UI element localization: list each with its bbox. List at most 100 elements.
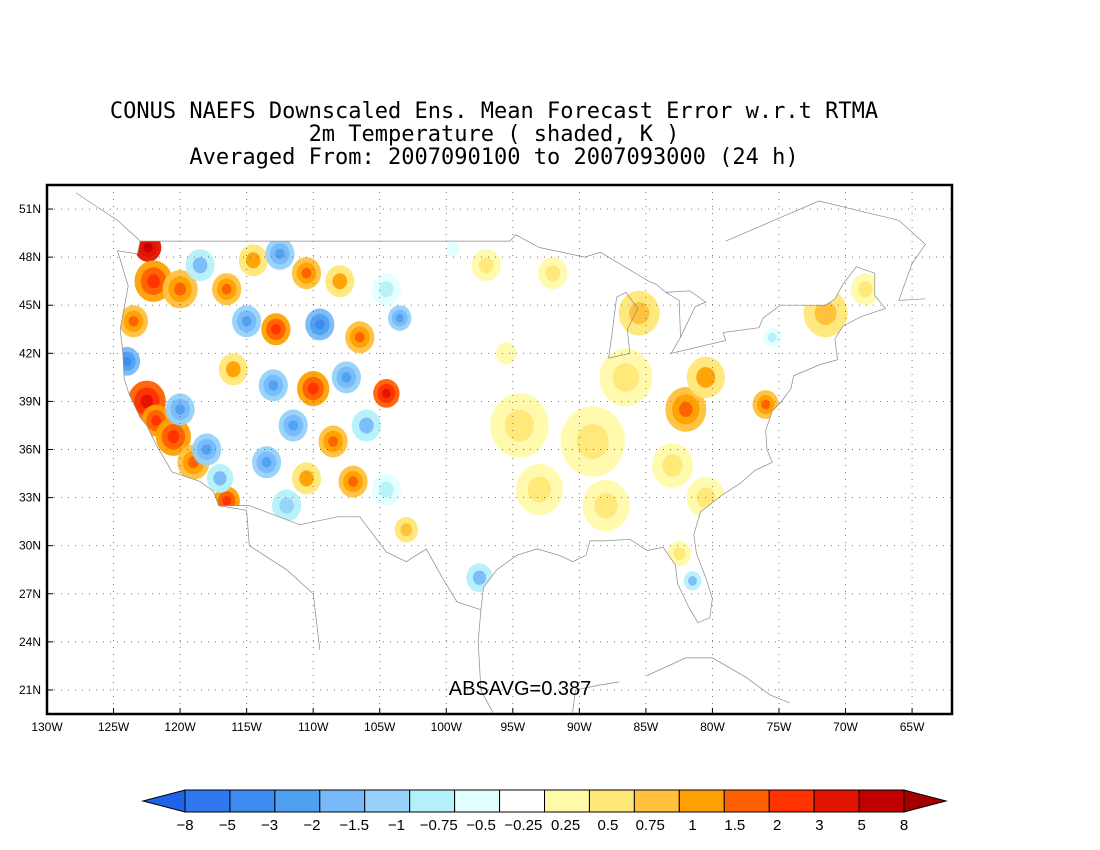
lat-tick-label: 24N — [19, 635, 41, 649]
boundary-line — [218, 505, 321, 650]
colorbar-swatch — [723, 789, 770, 813]
field-blob — [496, 342, 517, 365]
field-blob — [662, 454, 683, 477]
colorbar-swatch — [319, 789, 366, 813]
map-frame — [45, 183, 954, 716]
colorbar-swatch — [678, 789, 725, 813]
field-blob — [395, 313, 404, 323]
field-blob — [271, 324, 281, 335]
lon-tick-label: 130W — [31, 720, 63, 734]
colorbar-label: −5 — [219, 817, 236, 834]
field-blob — [213, 471, 227, 486]
colorbar-swatch — [544, 789, 590, 813]
lat-tick-label: 48N — [19, 250, 41, 264]
colorbar-swatch — [184, 789, 231, 813]
colorbar-swatch — [274, 789, 321, 813]
field-blob — [341, 372, 352, 383]
field-blob — [151, 415, 162, 426]
colorbar-label: 8 — [900, 817, 908, 834]
colorbar: −8 −5 −3 −2 −1.5 −1 −0.75 −0.5 −0.25 0.25 0.5 0.75 1… — [141, 789, 948, 834]
field-blob — [379, 481, 394, 498]
field-blob — [122, 356, 132, 367]
field-blob — [545, 265, 560, 282]
boundary-line — [572, 681, 620, 713]
lon-tick-label: 115W — [231, 720, 262, 734]
field-blob — [299, 470, 314, 487]
lon-tick-label: 65W — [900, 720, 925, 734]
field-blob — [673, 547, 686, 561]
lon-tick-label: 80W — [700, 720, 725, 734]
colorbar-swatch — [588, 789, 635, 813]
field-blob — [814, 301, 837, 326]
field-blob — [348, 476, 358, 487]
lat-tick-label: 36N — [19, 443, 41, 457]
absavg-annotation: ABSAVG=0.387 — [449, 678, 592, 700]
field-blob — [858, 281, 873, 298]
colorbar-swatch — [409, 789, 456, 813]
colorbar-swatch — [499, 789, 545, 813]
field-blob — [147, 274, 160, 289]
lon-tick-label: 100W — [431, 720, 463, 734]
boundary-line — [477, 609, 494, 713]
field-blob — [167, 430, 180, 444]
temperature-error-field — [117, 234, 881, 593]
lat-tick-label: 33N — [19, 491, 41, 505]
field-blob — [576, 423, 609, 460]
field-blob — [221, 283, 232, 295]
field-blob — [128, 316, 139, 327]
lon-tick-label: 90W — [567, 720, 592, 734]
field-blob — [192, 257, 208, 274]
field-blob — [201, 444, 212, 455]
colorbar-label: −2 — [303, 817, 320, 834]
lon-tick-label: 105W — [364, 720, 396, 734]
lon-tick-label: 75W — [767, 720, 792, 734]
field-blob — [226, 361, 241, 378]
field-blob — [275, 248, 285, 260]
lat-tick-label: 21N — [19, 683, 41, 697]
colorbar-swatch — [364, 789, 411, 813]
colorbar-label: −3 — [261, 817, 278, 834]
field-blob — [629, 302, 650, 325]
lat-tick-label: 30N — [19, 539, 41, 553]
field-blob — [478, 257, 494, 274]
field-blob — [504, 409, 535, 442]
field-blob — [332, 273, 348, 290]
lon-tick-label: 70W — [833, 720, 858, 734]
field-blob — [472, 570, 487, 585]
field-blob — [688, 576, 697, 586]
field-blob — [679, 401, 693, 417]
colorbar-left-arrow — [141, 789, 186, 813]
lon-tick-label: 125W — [98, 720, 130, 734]
field-blob — [143, 242, 153, 253]
coastlines — [76, 192, 926, 713]
lon-tick-label: 110W — [298, 720, 329, 734]
field-blob — [382, 388, 391, 399]
colorbar-label: 1 — [688, 817, 696, 834]
conus-coastline — [117, 234, 887, 624]
field-blob — [288, 420, 299, 431]
colorbar-label: 0.25 — [551, 817, 580, 834]
field-blob — [594, 492, 618, 519]
colorbar-swatch — [858, 789, 905, 813]
field-blob — [222, 496, 232, 506]
lon-tick-label: 95W — [500, 720, 525, 734]
colorbar-label: −0.75 — [420, 817, 458, 834]
field-blob — [400, 523, 413, 537]
colorbar-swatch — [633, 789, 680, 813]
colorbar-label: 0.75 — [636, 817, 665, 834]
boundary-line — [665, 290, 707, 338]
title-line-2: 2m Temperature ( shaded, K ) — [308, 122, 680, 147]
latitude-labels: 51N 48N 45N 42N 39N 36N 33N 30N 27N 24N 21N — [19, 202, 41, 697]
colorbar-label: 0.5 — [598, 817, 619, 834]
lat-tick-label: 45N — [19, 298, 41, 312]
field-blob — [527, 476, 552, 503]
lon-tick-label: 85W — [634, 720, 659, 734]
colorbar-label: −0.25 — [504, 817, 542, 834]
lat-tick-label: 42N — [19, 346, 41, 360]
field-blob — [241, 316, 252, 327]
colorbar-swatch — [454, 789, 501, 813]
boundary-line — [608, 291, 639, 359]
colorbar-right-arrow — [903, 789, 948, 813]
boundary-line — [725, 200, 926, 301]
